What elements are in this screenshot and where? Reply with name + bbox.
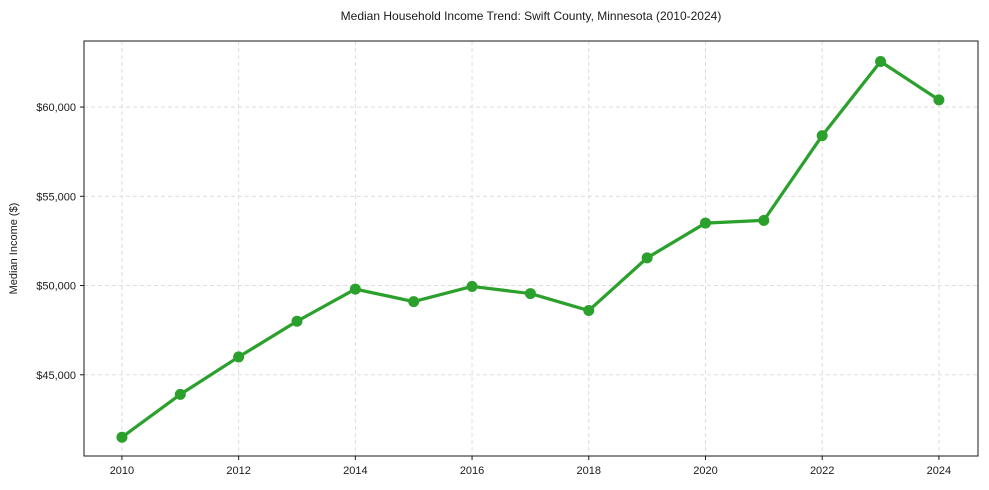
x-tick-label: 2022 bbox=[810, 465, 834, 477]
x-tick-label: 2014 bbox=[343, 465, 367, 477]
data-point-2022 bbox=[816, 130, 828, 142]
y-tick-label: $60,000 bbox=[36, 102, 76, 114]
y-tick-label: $50,000 bbox=[36, 281, 76, 293]
x-tick-label: 2020 bbox=[693, 465, 717, 477]
x-tick-label: 2012 bbox=[226, 465, 250, 477]
data-point-2021 bbox=[758, 214, 770, 226]
data-point-2014 bbox=[349, 283, 361, 295]
data-point-2015 bbox=[408, 296, 420, 308]
x-tick-label: 2018 bbox=[577, 465, 601, 477]
data-point-2011 bbox=[174, 388, 186, 400]
y-tick-label: $45,000 bbox=[36, 370, 76, 382]
y-tick-label: $55,000 bbox=[36, 191, 76, 203]
data-point-2024 bbox=[933, 94, 945, 106]
data-point-2019 bbox=[641, 252, 653, 264]
data-point-2023 bbox=[875, 56, 887, 68]
data-point-2010 bbox=[116, 431, 128, 443]
data-point-2017 bbox=[524, 288, 536, 300]
data-point-2012 bbox=[233, 351, 245, 363]
y-axis-label: Median Income ($) bbox=[8, 203, 20, 295]
x-tick-label: 2016 bbox=[460, 465, 484, 477]
plot-border bbox=[83, 40, 979, 457]
data-point-2013 bbox=[291, 315, 303, 327]
data-point-2020 bbox=[699, 217, 711, 229]
data-point-2018 bbox=[583, 305, 595, 317]
chart-title: Median Household Income Trend: Swift Cou… bbox=[340, 9, 722, 23]
income-trend-line bbox=[120, 59, 941, 439]
data-point-2016 bbox=[466, 280, 478, 292]
x-tick-label: 2024 bbox=[927, 465, 951, 477]
x-tick-label: 2010 bbox=[110, 465, 134, 477]
